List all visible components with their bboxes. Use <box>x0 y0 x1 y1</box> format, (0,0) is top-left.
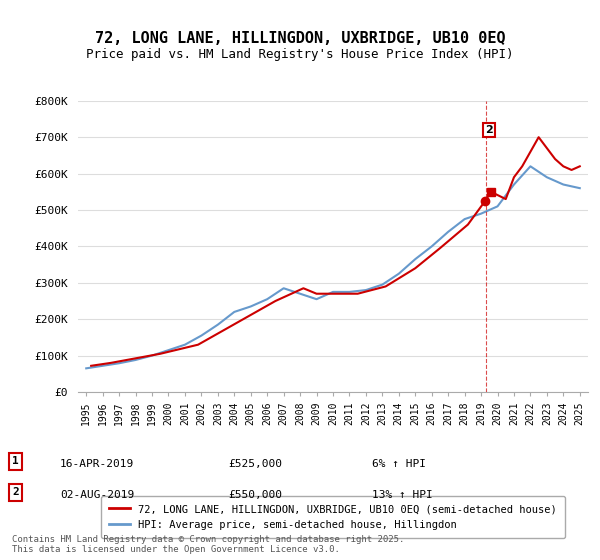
Text: 1: 1 <box>12 456 19 466</box>
Text: 6% ↑ HPI: 6% ↑ HPI <box>372 459 426 469</box>
Text: Price paid vs. HM Land Registry's House Price Index (HPI): Price paid vs. HM Land Registry's House … <box>86 48 514 60</box>
Text: 13% ↑ HPI: 13% ↑ HPI <box>372 490 433 500</box>
Text: 16-APR-2019: 16-APR-2019 <box>60 459 134 469</box>
Text: 2: 2 <box>485 125 493 135</box>
Legend: 72, LONG LANE, HILLINGDON, UXBRIDGE, UB10 0EQ (semi-detached house), HPI: Averag: 72, LONG LANE, HILLINGDON, UXBRIDGE, UB1… <box>101 496 565 538</box>
Text: 72, LONG LANE, HILLINGDON, UXBRIDGE, UB10 0EQ: 72, LONG LANE, HILLINGDON, UXBRIDGE, UB1… <box>95 31 505 46</box>
Text: £550,000: £550,000 <box>228 490 282 500</box>
Text: Contains HM Land Registry data © Crown copyright and database right 2025.
This d: Contains HM Land Registry data © Crown c… <box>12 535 404 554</box>
Text: 2: 2 <box>12 487 19 497</box>
Text: 02-AUG-2019: 02-AUG-2019 <box>60 490 134 500</box>
Text: £525,000: £525,000 <box>228 459 282 469</box>
